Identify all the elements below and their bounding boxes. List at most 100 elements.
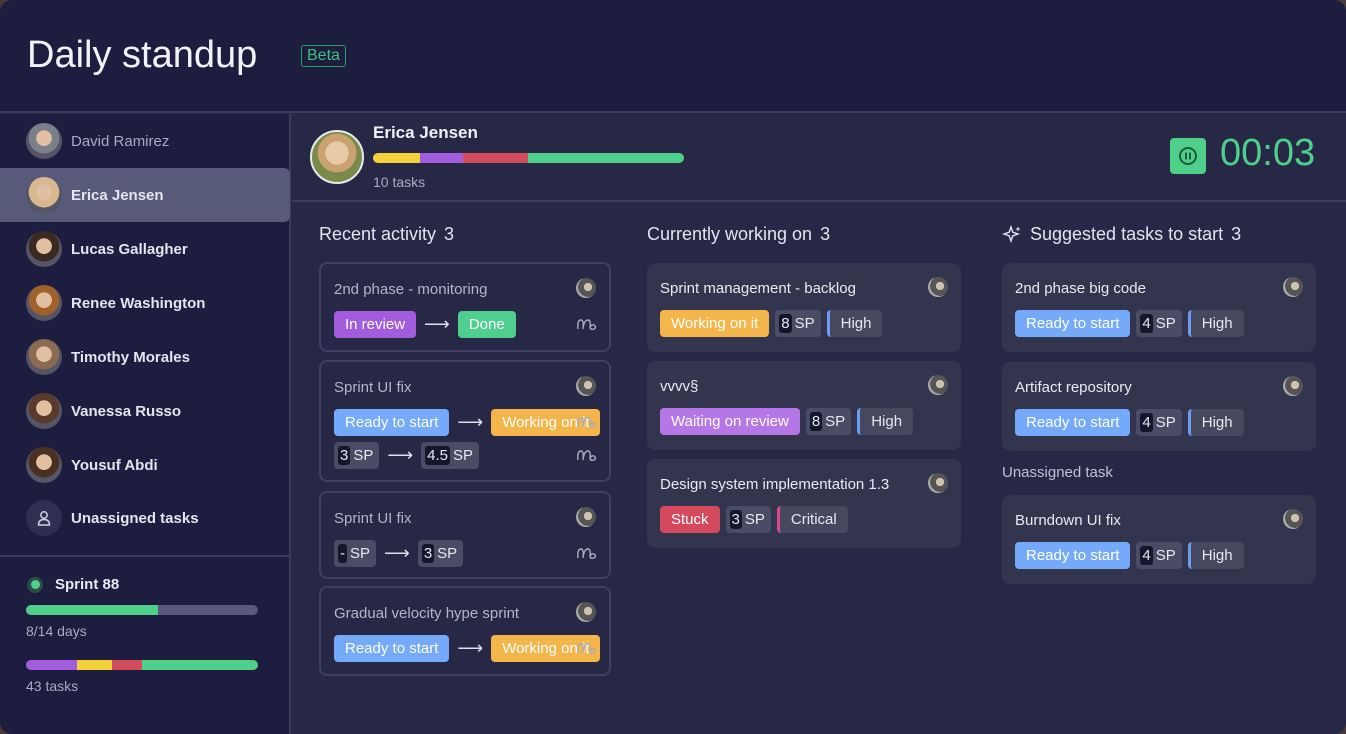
status-pill[interactable]: Waiting on review [660, 408, 800, 435]
card-title: Artifact repository [1015, 379, 1132, 396]
activity-link-icon [577, 548, 597, 560]
arrow-icon: ⟶ [384, 543, 410, 563]
story-points-value: 4.5 [425, 446, 451, 465]
status-from: Ready to start [334, 635, 450, 662]
priority-tag[interactable]: High [857, 408, 914, 435]
sparkle-icon [1002, 224, 1021, 243]
activity-card[interactable]: Sprint UI fix - SP ⟶ 3 SP [319, 491, 611, 579]
task-tags: Ready to start 4 SP High [1015, 310, 1244, 337]
sidebar-item-member[interactable]: Vanessa Russo [0, 384, 290, 438]
sidebar-item-member[interactable]: Renee Washington [0, 276, 290, 330]
arrow-icon: ⟶ [457, 412, 484, 432]
pause-button[interactable] [1170, 138, 1206, 174]
recent-activity-heading: Recent activity 3 [319, 224, 454, 245]
arrow-icon: ⟶ [424, 314, 450, 334]
status-to: Working on it [491, 409, 601, 436]
status-pill[interactable]: Ready to start [1015, 542, 1131, 569]
story-points-value: 4 [1140, 546, 1153, 565]
avatar [26, 339, 62, 375]
avatar [26, 231, 62, 267]
task-card[interactable]: 2nd phase big code Ready to start 4 SP High [1002, 263, 1316, 352]
story-points-unit: SP [453, 447, 474, 464]
sidebar-item-label: Renee Washington [71, 294, 206, 312]
task-tags: Stuck 3 SP Critical [660, 506, 848, 533]
task-tags: Working on it 8 SP High [660, 310, 883, 337]
sprint-tasks: 43 tasks [26, 678, 79, 694]
story-points-chip: 4 SP [1136, 409, 1182, 436]
assignee-avatar [928, 473, 948, 493]
assignee-avatar [928, 375, 948, 395]
sidebar-item-member[interactable]: Lucas Gallagher [0, 222, 290, 276]
task-card[interactable]: Burndown UI fix Ready to start 4 SP High [1002, 495, 1316, 584]
story-points-unit: SP [794, 315, 815, 332]
activity-card[interactable]: Gradual velocity hype sprint Ready to sta… [319, 586, 611, 676]
priority-tag[interactable]: High [1187, 409, 1244, 436]
card-title: Sprint UI fix [334, 379, 412, 396]
priority-tag[interactable]: High [1187, 310, 1244, 337]
beta-badge: Beta [301, 45, 346, 67]
story-points-value: 4 [1140, 413, 1153, 432]
bar-segment [141, 660, 258, 670]
story-points-value: - [338, 544, 347, 563]
priority-tag[interactable]: High [1187, 542, 1244, 569]
status-dot-icon [27, 576, 43, 593]
assignee-avatar [928, 277, 948, 297]
sprint-name: Sprint 88 [27, 576, 119, 593]
profile-header: Erica Jensen 10 tasks 00:03 [292, 114, 1346, 202]
assignee-avatar [576, 376, 596, 396]
status-pill[interactable]: Ready to start [1015, 310, 1131, 337]
card-title: Sprint management - backlog [660, 280, 856, 297]
story-points-from: 3 SP [334, 442, 380, 469]
sidebar-item-unassigned[interactable]: Unassigned tasks [0, 491, 290, 545]
sidebar-item-label: Lucas Gallagher [71, 240, 188, 258]
heading-count: 3 [820, 224, 831, 244]
sidebar-item-member[interactable]: Yousuf Abdi [0, 438, 290, 492]
status-from: In review [334, 311, 417, 338]
activity-card[interactable]: 2nd phase - monitoring In review ⟶ Done [319, 262, 611, 352]
sprint-task-breakdown [26, 660, 258, 670]
sidebar-item-member[interactable]: Timothy Morales [0, 330, 290, 384]
sidebar-item-label: Yousuf Abdi [71, 456, 158, 474]
profile-name: Erica Jensen [373, 123, 478, 142]
sidebar-item-member[interactable]: Erica Jensen [0, 168, 290, 222]
story-points-to: 4.5 SP [421, 442, 480, 469]
timer: 00:03 [1220, 132, 1316, 174]
sidebar-item-label: Vanessa Russo [71, 402, 182, 420]
sidebar-item-member[interactable]: David Ramirez [0, 114, 290, 168]
story-points-chip: 8 SP [775, 310, 821, 337]
story-points-chip: 4 SP [1136, 310, 1182, 337]
priority-tag[interactable]: High [826, 310, 883, 337]
status-pill[interactable]: Ready to start [1015, 409, 1131, 436]
story-points-value: 4 [1140, 314, 1153, 333]
task-tags: Ready to start 4 SP High [1015, 542, 1244, 569]
story-points-unit: SP [353, 447, 374, 464]
arrow-icon: ⟶ [387, 445, 414, 465]
card-title: Burndown UI fix [1015, 512, 1121, 529]
activity-card[interactable]: Sprint UI fix Ready to start ⟶ Working on i… [319, 360, 611, 482]
priority-tag[interactable]: Critical [776, 506, 848, 533]
assignee-avatar [1283, 277, 1303, 297]
working-heading: Currently working on 3 [647, 224, 830, 245]
bar-segment [77, 660, 112, 670]
card-title: 2nd phase - monitoring [334, 281, 488, 298]
heading-count: 3 [1231, 224, 1242, 244]
task-card[interactable]: Sprint management - backlog Working on it… [647, 263, 961, 352]
card-title: Sprint UI fix [334, 510, 412, 527]
activity-link-icon [577, 417, 597, 429]
task-card[interactable]: Artifact repository Ready to start 4 SP High [1002, 362, 1316, 451]
story-points-unit: SP [744, 511, 765, 528]
page-title: Daily standup [27, 34, 258, 76]
sp-change: 3 SP ⟶ 4.5 SP [334, 442, 480, 469]
status-pill[interactable]: Working on it [660, 310, 770, 337]
activity-link-icon [577, 643, 597, 655]
task-card[interactable]: Design system implementation 1.3 Stuck 3 SP… [647, 459, 961, 548]
story-points-unit: SP [1155, 315, 1176, 332]
task-card[interactable]: vvvv§ Waiting on review 8 SP High [647, 361, 961, 450]
avatar [26, 123, 62, 159]
status-pill[interactable]: Stuck [660, 506, 720, 533]
sp-change: - SP ⟶ 3 SP [334, 540, 464, 567]
assignee-avatar [576, 278, 596, 298]
user-icon [26, 500, 62, 536]
story-points-from: - SP [334, 540, 377, 567]
avatar [26, 285, 62, 321]
